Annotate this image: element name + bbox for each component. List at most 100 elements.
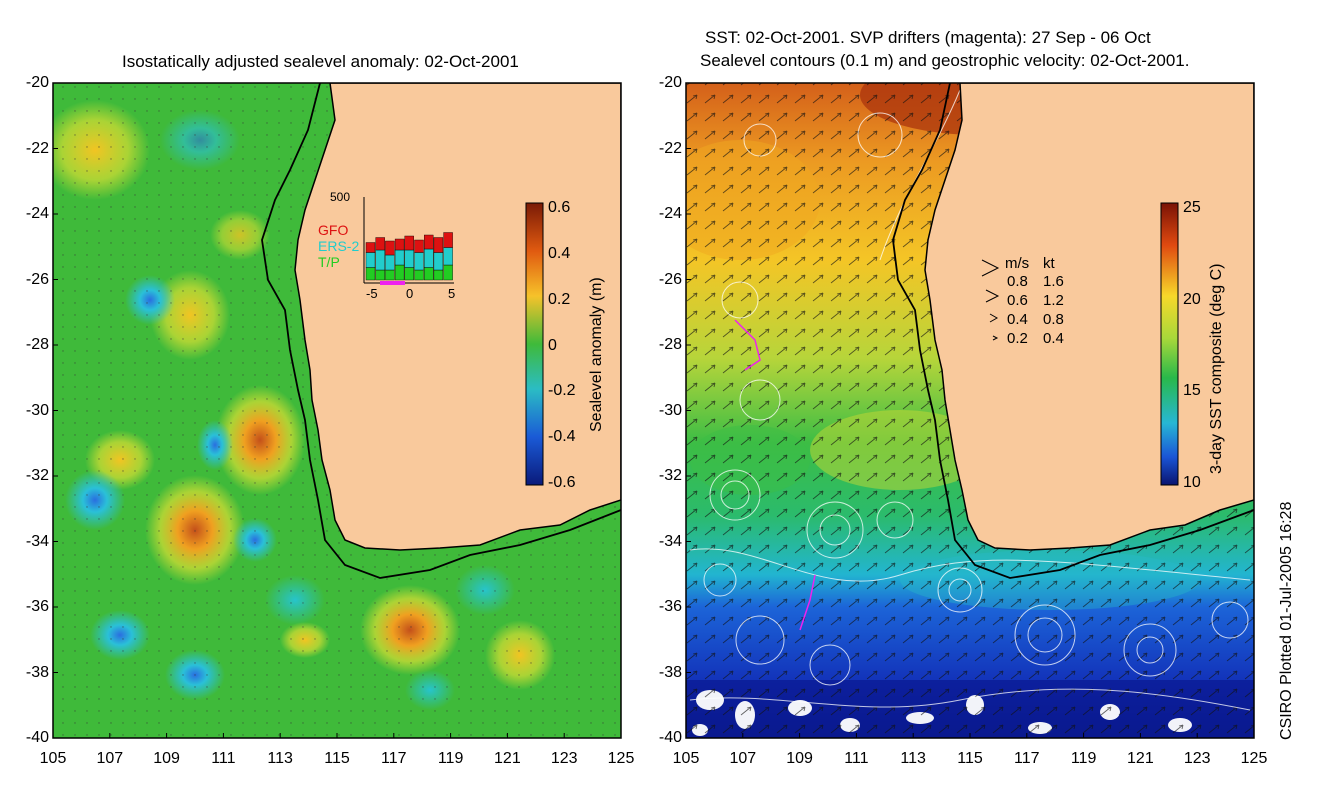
lon-tick-label: 105 <box>672 750 700 767</box>
inset-bar-ers2 <box>404 249 414 268</box>
lon-tick-label: 107 <box>96 750 124 767</box>
colorbar-tick-label: -0.6 <box>548 474 576 491</box>
lat-tick-label: -38 <box>25 663 49 681</box>
lon-tick-label: 119 <box>1070 750 1097 767</box>
inset-bar-ers2 <box>414 252 424 271</box>
lon-tick-label: 115 <box>957 750 983 767</box>
lon-tick-label: 121 <box>494 750 521 767</box>
lat-tick-label: -36 <box>25 598 49 615</box>
lon-tick-label: 109 <box>153 750 180 767</box>
lat-tick-label: -28 <box>658 336 682 353</box>
inset-bar-gfo <box>385 240 395 256</box>
inset-xtick: -5 <box>366 286 378 301</box>
lat-tick-label: -30 <box>25 401 49 419</box>
right-map-title-line2: Sealevel contours (0.1 m) and geostrophi… <box>700 51 1190 70</box>
velocity-key-ms: 0.6 <box>1007 292 1028 309</box>
lat-tick-label: -22 <box>658 139 682 157</box>
sla-colorbar <box>525 202 544 486</box>
inset-bar-ers2 <box>375 249 385 271</box>
lat-tick-label: -20 <box>658 74 682 91</box>
left-map-area <box>53 83 621 738</box>
inset-bar-tp <box>394 264 405 281</box>
lat-tick-label: -38 <box>658 663 682 681</box>
inset-bar-ers2 <box>424 248 434 268</box>
left-map-title: Isostatically adjusted sealevel anomaly:… <box>122 52 519 71</box>
colorbar-tick-label: 0.4 <box>548 244 571 262</box>
lon-tick-label: 113 <box>267 750 293 767</box>
velocity-key-ms: 0.8 <box>1007 273 1028 290</box>
lat-tick-label: -32 <box>658 467 682 484</box>
lat-tick-label: -22 <box>25 139 49 157</box>
lat-tick-label: -28 <box>25 336 49 353</box>
sst-colorbar <box>1160 202 1179 486</box>
lon-tick-label: 119 <box>437 750 464 767</box>
velocity-key-kt: 1.6 <box>1043 273 1064 290</box>
inset-bar-gfo <box>443 232 453 248</box>
lon-tick-label: 111 <box>211 750 236 767</box>
inset-legend-tp: T/P <box>318 254 340 270</box>
inset-legend-gfo: GFO <box>318 222 349 238</box>
lat-tick-label: -24 <box>658 205 682 222</box>
inset-bar-tp <box>404 267 414 281</box>
colorbar-tick-label: 0.6 <box>548 199 571 216</box>
inset-bar-tp <box>424 267 434 281</box>
lat-tick-label: -40 <box>25 729 49 746</box>
lon-tick-label: 107 <box>729 750 757 767</box>
lat-tick-label: -20 <box>25 74 49 91</box>
inset-bar-tp <box>414 269 424 281</box>
inset-bar-gfo <box>414 239 424 253</box>
lat-tick-label: -26 <box>25 270 49 288</box>
lon-tick-label: 123 <box>1183 750 1211 767</box>
velocity-key-header-ms: m/s <box>1005 255 1030 272</box>
lat-tick-label: -32 <box>25 467 49 484</box>
lon-tick-label: 105 <box>39 750 67 767</box>
velocity-key-ms: 0.2 <box>1007 330 1028 347</box>
lon-tick-label: 115 <box>324 750 350 767</box>
lon-tick-label: 125 <box>607 750 635 767</box>
lat-tick-label: -36 <box>658 598 682 615</box>
lon-tick-label: 121 <box>1127 750 1154 767</box>
inset-xtick: 5 <box>448 286 456 301</box>
colorbar-tick-label: 0 <box>548 336 557 354</box>
colorbar-tick-label: -0.2 <box>548 382 576 400</box>
inset-bar-gfo <box>394 238 405 251</box>
inset-bar-ers2 <box>443 247 453 266</box>
lon-tick-label: 113 <box>900 750 926 767</box>
lon-tick-label: 125 <box>1240 750 1268 767</box>
velocity-key-kt: 0.4 <box>1043 330 1064 347</box>
inset-legend-ers2: ERS-2 <box>318 238 360 254</box>
inset-ymax-label: 500 <box>330 190 351 204</box>
credit-label: CSIRO Plotted 01-Jul-2005 16:28 <box>1278 501 1295 740</box>
colorbar-tick-label: 20 <box>1183 290 1201 308</box>
inset-bar-ers2 <box>385 254 395 271</box>
lat-tick-label: -34 <box>25 532 49 550</box>
inset-bar-tp <box>375 269 385 281</box>
lat-tick-label: -24 <box>25 205 49 222</box>
inset-bar-gfo <box>365 242 376 253</box>
velocity-key-ms: 0.4 <box>1007 311 1028 328</box>
velocity-key-kt: 0.8 <box>1043 311 1064 328</box>
colorbar-tick-label: 15 <box>1183 382 1201 400</box>
lon-tick-label: 109 <box>786 750 813 767</box>
colorbar-tick-label: 10 <box>1183 474 1201 491</box>
inset-histogram <box>354 193 464 293</box>
lat-tick-label: -34 <box>658 532 682 550</box>
inset-bar-ers2 <box>433 252 444 271</box>
inset-bar-ers2 <box>394 249 405 266</box>
inset-bar-tp <box>433 269 444 281</box>
velocity-key-header-kt: kt <box>1043 255 1055 272</box>
right-map-area <box>686 83 1254 738</box>
inset-bar-gfo <box>424 234 434 250</box>
lon-tick-label: 111 <box>844 750 869 767</box>
inset-bar-gfo <box>375 237 385 251</box>
lat-tick-label: -40 <box>658 729 682 746</box>
inset-bar-gfo <box>404 235 414 251</box>
inset-xtick: 0 <box>406 286 414 301</box>
inset-bar-tp <box>443 264 453 281</box>
lat-tick-label: -26 <box>658 270 682 288</box>
lon-tick-label: 117 <box>381 750 407 767</box>
lon-tick-label: 117 <box>1014 750 1040 767</box>
inset-bar-tp <box>385 269 395 281</box>
colorbar-tick-label: 25 <box>1183 199 1201 216</box>
